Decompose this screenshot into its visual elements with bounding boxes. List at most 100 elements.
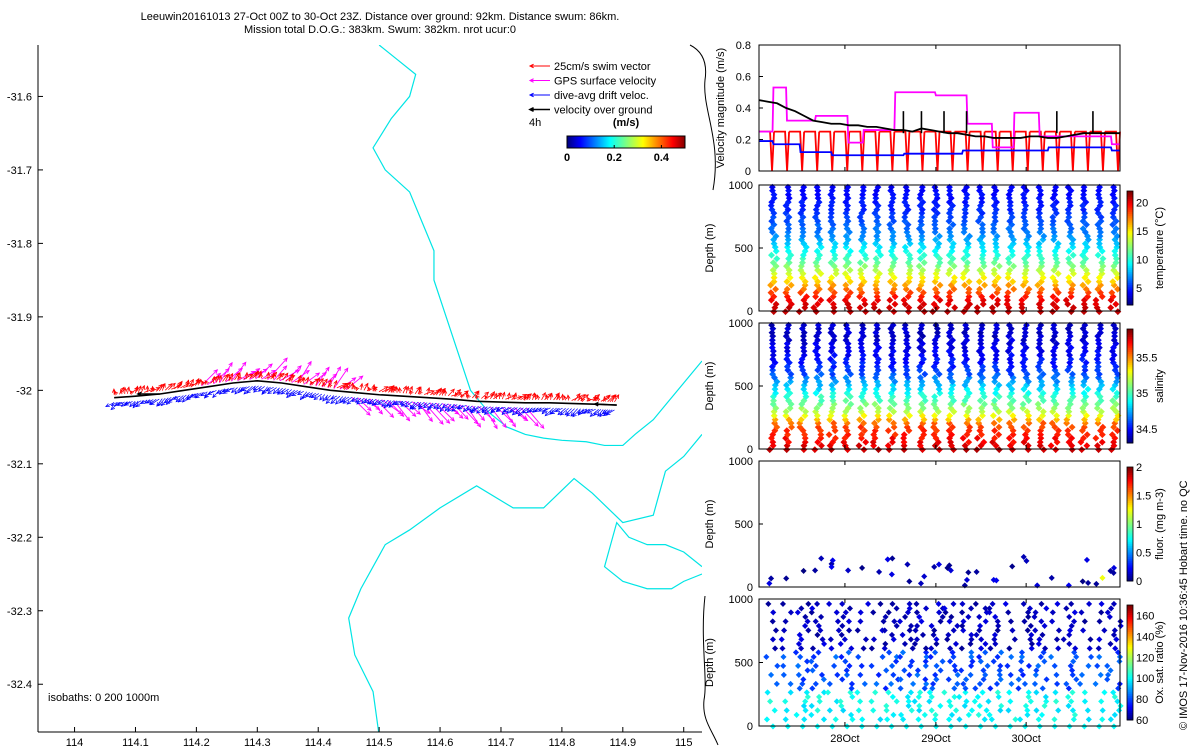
profile-marker: ◆ [1066, 257, 1073, 267]
oxy-marker: ◆ [947, 617, 954, 626]
profile-marker: ◆ [815, 418, 822, 428]
profile-marker: ◆ [1096, 181, 1103, 191]
profile-marker: ◆ [770, 346, 777, 356]
swim-arrow-112-head [450, 388, 455, 394]
profile-marker: ◆ [994, 230, 1001, 240]
drift-arrow-80-shaft [342, 396, 353, 404]
profile-marker: ◆ [936, 230, 943, 240]
profile-marker: ◆ [1036, 208, 1043, 218]
swim-arrow-99-head [408, 385, 413, 391]
profile-marker: ◆ [963, 193, 970, 203]
profile-marker: ◆ [828, 257, 835, 267]
gps-arrow-78 [345, 375, 364, 391]
temperature-colorbar-cell [1127, 226, 1133, 229]
profile-marker: ◆ [830, 298, 837, 308]
profile-marker: ◆ [979, 227, 986, 237]
profile-marker: ◆ [769, 204, 776, 214]
swim-arrow-9-shaft [137, 385, 142, 394]
profile-marker: ◆ [1069, 264, 1076, 274]
oxy-marker: ◆ [888, 679, 895, 688]
profile-marker: ◆ [814, 410, 821, 420]
temperature-colorbar-cell [1127, 220, 1133, 224]
profile-marker: ◆ [799, 365, 806, 375]
profile-marker: ◆ [1109, 208, 1116, 218]
profile-marker: ◆ [1035, 242, 1042, 252]
drift-arrow-29-shaft [190, 392, 199, 398]
temperature-y-tick-label: 1000 [729, 180, 753, 192]
map-colorbar-cell [624, 136, 626, 148]
profile-marker: ◆ [966, 425, 973, 435]
profile-marker: ◆ [931, 410, 938, 420]
fluorescence-colorbar-cell [1127, 523, 1133, 526]
profile-marker: ◆ [889, 287, 896, 297]
profile-marker: ◆ [1080, 185, 1087, 195]
profile-marker: ◆ [903, 189, 910, 199]
profile-marker: ◆ [847, 391, 854, 401]
drift-arrow-124-shaft [476, 406, 485, 414]
profile-marker: ◆ [783, 425, 790, 435]
oxy-marker: ◆ [816, 621, 823, 630]
oxy-marker: ◆ [995, 621, 1002, 630]
drift-arrow-162-shaft [590, 409, 599, 417]
profile-marker: ◆ [873, 384, 880, 394]
profile-marker: ◆ [993, 253, 1000, 263]
oxy-marker: ◆ [882, 625, 889, 634]
drift-arrow-135-head [509, 408, 515, 413]
profile-marker: ◆ [1066, 219, 1073, 229]
profile-marker: ◆ [891, 253, 898, 263]
profile-marker: ◆ [901, 212, 908, 222]
swim-speed-line [894, 130, 911, 172]
fluorescence-colorbar-cell [1127, 515, 1133, 518]
oxygen-colorbar-cell [1127, 605, 1133, 608]
profile-marker: ◆ [906, 249, 913, 259]
profile-marker: ◆ [1036, 298, 1043, 308]
oxy-marker: ◆ [1025, 692, 1032, 701]
swim-arrow-18-head [168, 383, 173, 388]
temperature-colorbar-cell [1127, 215, 1133, 218]
profile-marker: ◆ [978, 429, 985, 439]
profile-marker: ◆ [946, 418, 953, 428]
swim-arrow-100 [409, 390, 414, 395]
map-y-tick-label: -32.3 [7, 606, 32, 618]
profile-marker: ◆ [919, 196, 926, 206]
oxy-marker: ◆ [815, 648, 822, 657]
profile-marker: ◆ [1036, 227, 1043, 237]
profile-marker: ◆ [951, 272, 958, 282]
swim-arrow-98-head [405, 385, 410, 391]
swim-arrow-8-head [134, 385, 139, 391]
profile-marker: ◆ [1067, 319, 1074, 329]
profile-marker: ◆ [1051, 365, 1058, 375]
profile-marker: ◆ [887, 223, 894, 233]
profile-marker: ◆ [1081, 361, 1088, 371]
profile-marker: ◆ [946, 372, 953, 382]
profile-marker: ◆ [1035, 204, 1042, 214]
profile-marker: ◆ [1068, 376, 1075, 386]
swim-arrow-7 [129, 390, 134, 395]
profile-marker: ◆ [962, 196, 969, 206]
fluorescence-colorbar-cell [1127, 468, 1133, 472]
oxy-marker: ◆ [951, 683, 958, 692]
swim-arrow-105-shaft [426, 387, 430, 395]
profile-marker: ◆ [1069, 421, 1076, 431]
oxy-marker: ◆ [979, 688, 986, 697]
drift-arrow-18-head [157, 401, 163, 407]
oxy-marker: ◆ [968, 634, 975, 643]
temperature-colorbar-cell [1127, 288, 1133, 291]
oxy-marker: ◆ [842, 657, 849, 666]
swim-arrow-151-head [563, 395, 568, 400]
profile-marker: ◆ [1065, 436, 1072, 446]
profile-marker: ◆ [891, 280, 898, 290]
profile-marker: ◆ [816, 357, 823, 367]
profile-marker: ◆ [905, 204, 912, 214]
oxy-marker: ◆ [831, 661, 838, 670]
profile-marker: ◆ [1082, 253, 1089, 263]
map-colorbar-cell [650, 136, 652, 148]
profile-marker: ◆ [876, 242, 883, 252]
profile-marker: ◆ [875, 219, 882, 229]
profile-marker: ◆ [858, 342, 865, 352]
profile-marker: ◆ [827, 410, 834, 420]
profile-marker: ◆ [902, 242, 909, 252]
swim-arrow-78-head [342, 385, 348, 390]
profile-marker: ◆ [832, 433, 839, 443]
profile-marker: ◆ [1084, 429, 1091, 439]
